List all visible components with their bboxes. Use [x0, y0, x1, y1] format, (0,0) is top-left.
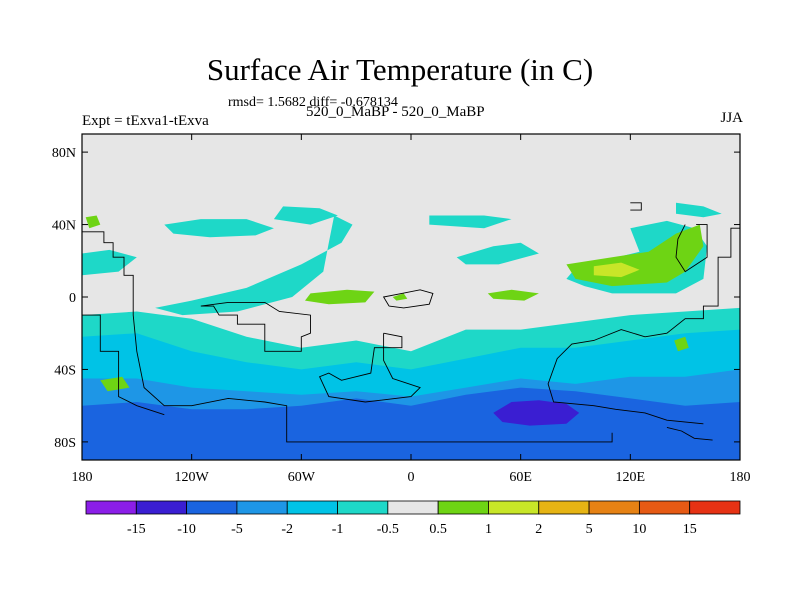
coastline-0 — [82, 231, 613, 443]
coastline-8 — [666, 426, 713, 441]
colorbar-label-1: -10 — [177, 522, 196, 537]
contour-region-12 — [676, 202, 722, 218]
x-tick-label-4: 60E — [509, 470, 532, 485]
season-label: JJA — [720, 110, 743, 126]
y-tick-label-1: 40N — [52, 219, 76, 234]
colorbar-box-11 — [638, 500, 691, 515]
colorbar-label-10: 10 — [632, 522, 646, 537]
y-tick-label-0: 80N — [52, 146, 76, 161]
colorbar-box-8 — [488, 500, 540, 515]
contour-region-13 — [85, 215, 101, 229]
coastline-6 — [547, 227, 740, 425]
coastline-3 — [318, 332, 421, 403]
colorbar-box-3 — [236, 500, 288, 515]
colorbar-box-10 — [588, 500, 640, 515]
colorbar-label-9: 5 — [586, 522, 593, 537]
contour-region-9 — [456, 242, 539, 265]
coastlines — [82, 202, 740, 443]
colorbar: -15 -10 -5 -2 -1 -0.5 0.5 1 2 5 10 15 — [85, 500, 741, 537]
rmsd-diff-stats: rmsd= 1.5682 diff= -0.678134 — [228, 95, 398, 110]
plot-area — [82, 134, 740, 460]
coastline-4 — [382, 289, 434, 309]
colorbar-box-4 — [286, 500, 338, 515]
coastline-5 — [630, 202, 642, 211]
colorbar-box-7 — [437, 500, 489, 515]
colorbar-box-6 — [387, 500, 439, 515]
colorbar-box-5 — [337, 500, 389, 515]
colorbar-label-5: -0.5 — [377, 522, 399, 537]
y-tick-label-2: 0 — [69, 291, 76, 306]
x-tick-label-5: 120E — [616, 470, 646, 485]
colorbar-label-6: 0.5 — [429, 522, 447, 537]
colorbar-box-1 — [135, 500, 188, 515]
coastline-1 — [82, 314, 165, 416]
colorbar-label-2: -5 — [231, 522, 243, 537]
y-tick-label-4: 80S — [54, 436, 76, 451]
contour-region-8 — [429, 215, 512, 229]
contour-region-11 — [82, 249, 137, 276]
contour-region-7 — [273, 206, 338, 225]
colorbar-box-2 — [186, 500, 238, 515]
colorbar-label-8: 2 — [535, 522, 542, 537]
case-label: 520_0_MaBP - 520_0_MaBP — [306, 104, 485, 120]
colorbar-label-11: 15 — [683, 522, 697, 537]
chart-title: Surface Air Temperature (in C) — [206, 52, 594, 87]
contour-region-19 — [100, 376, 130, 392]
x-tick-label-6: 180 — [730, 470, 751, 485]
contour-region-14 — [305, 289, 375, 305]
y-tick-label-3: 40S — [54, 363, 76, 378]
experiment-label: Expt = tExva1-tExva — [82, 113, 209, 129]
contour-region-16 — [392, 293, 408, 301]
colorbar-label-7: 1 — [485, 522, 492, 537]
coastline-2 — [200, 301, 311, 352]
colorbar-label-4: -1 — [332, 522, 344, 537]
contour-region-5 — [164, 219, 274, 238]
colorbar-box-0 — [85, 500, 137, 515]
coastline-7 — [675, 224, 708, 273]
colorbar-label-3: -2 — [281, 522, 293, 537]
x-tick-label-1: 120W — [175, 470, 210, 485]
colorbar-box-12 — [689, 500, 741, 515]
contour-region-4 — [493, 400, 580, 426]
contour-region-15 — [487, 289, 539, 301]
contour-region-6 — [155, 215, 353, 316]
x-tick-label-2: 60W — [288, 470, 316, 485]
colorbar-box-9 — [538, 500, 590, 515]
contour-region-20 — [674, 336, 689, 352]
axis-ticks: 180 120W 60W 0 60E 120E 180 80N 40N 0 40S 80S — [52, 134, 751, 485]
contour-region-18 — [593, 262, 640, 278]
x-tick-label-3: 0 — [408, 470, 415, 485]
colorbar-label-0: -15 — [127, 522, 146, 537]
x-tick-label-0: 180 — [72, 470, 93, 485]
